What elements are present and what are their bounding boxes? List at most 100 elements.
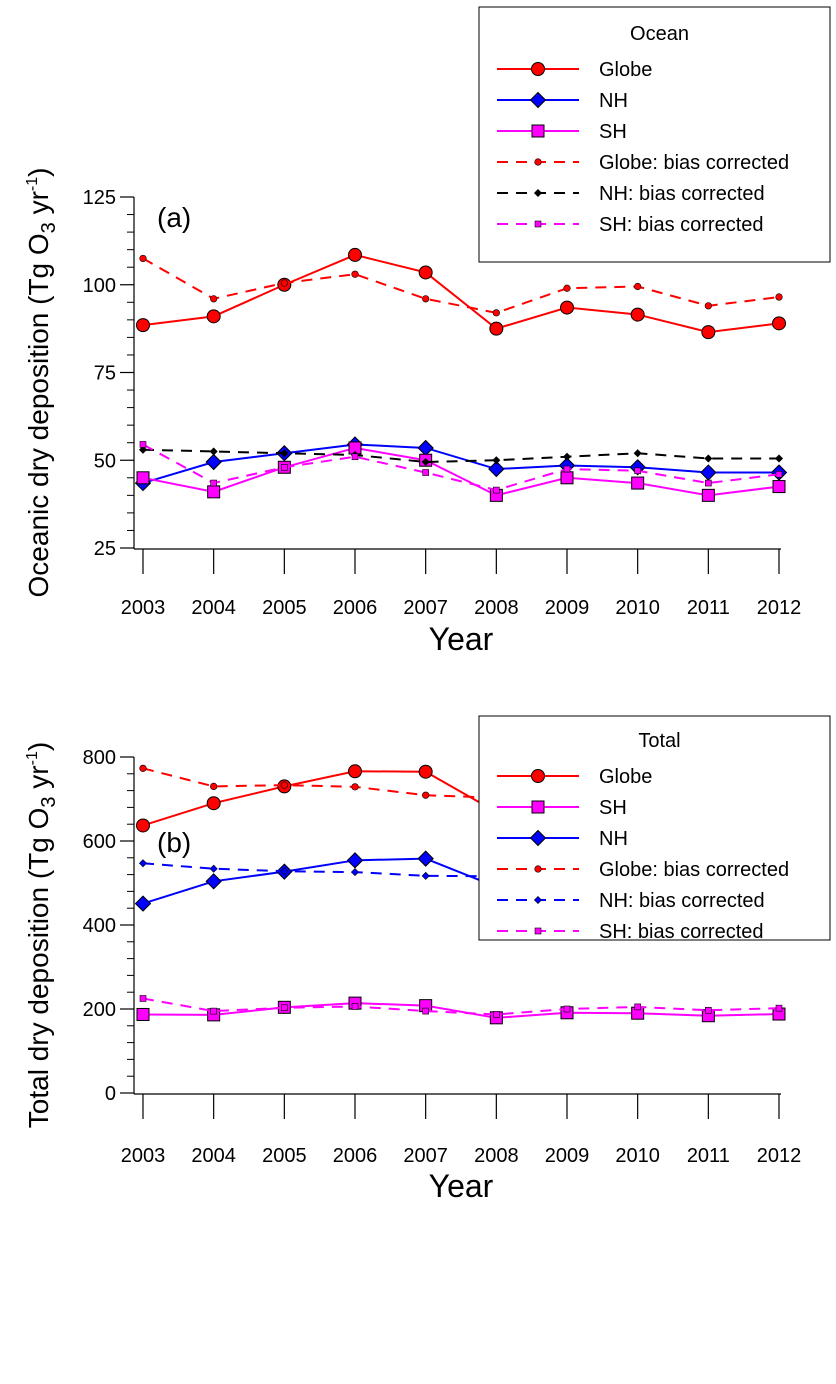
series-nh (134, 436, 788, 492)
legend-marker (531, 124, 545, 138)
legend-title: Ocean (630, 23, 689, 45)
x-tick-label: 2010 (615, 597, 660, 619)
y-tick-label: 600 (83, 831, 116, 853)
data-point (280, 449, 289, 458)
data-point (281, 1004, 288, 1012)
legend-entry: SH (599, 121, 627, 143)
x-tick-label: 2006 (333, 1145, 378, 1167)
x-tick-label: 2006 (333, 597, 378, 619)
panel-label: (a) (157, 202, 191, 233)
data-point (207, 485, 221, 499)
data-point (138, 859, 148, 868)
data-point (700, 464, 717, 481)
data-point (775, 293, 783, 301)
x-tick-label: 2004 (191, 597, 236, 619)
data-point (417, 850, 434, 867)
data-point (136, 471, 150, 485)
data-point (280, 781, 288, 789)
data-point (422, 469, 429, 476)
panel-b: 0 200 400 600 800 2003 2004 2005 2006 2007 2008 200… (23, 715, 831, 1204)
legend-entry: SH: bias corrected (599, 214, 764, 236)
data-point (701, 325, 716, 340)
series-globe-bias-corrected (139, 254, 783, 317)
y-tick-label: 400 (83, 915, 116, 937)
data-point (493, 1011, 500, 1018)
data-point (351, 1003, 359, 1010)
x-tick-label: 2011 (687, 1145, 730, 1167)
x-tick-label: 2007 (403, 1145, 448, 1167)
data-point (134, 895, 152, 912)
data-point (489, 321, 504, 336)
data-point (139, 764, 147, 772)
data-point (421, 457, 430, 467)
legend-marker (533, 188, 543, 198)
data-point (210, 295, 218, 303)
data-point (205, 453, 222, 471)
data-point (351, 453, 359, 461)
data-point (492, 456, 501, 465)
panel-label: (b) (157, 827, 191, 858)
data-point (139, 441, 147, 448)
x-tick-label: 2008 (474, 597, 519, 619)
data-point (704, 454, 713, 463)
legend-title: Total (638, 730, 680, 752)
data-point (417, 439, 434, 457)
legend-marker (534, 158, 542, 166)
legend: Total Globe SH NH Globe: bias corrected NH: b… (478, 715, 831, 943)
data-point (705, 479, 712, 487)
legend-entry: SH: bias corrected (599, 921, 764, 943)
legend-entry: Globe (599, 59, 652, 81)
data-point (493, 486, 500, 494)
y-axis-title-subscript: 3 (38, 222, 60, 233)
data-point (206, 309, 221, 324)
data-point (634, 467, 641, 475)
y-axis-title-end: ) (23, 742, 54, 751)
data-point (138, 445, 148, 454)
legend-entry: Globe: bias corrected (599, 152, 789, 174)
data-point (701, 488, 715, 502)
data-point (280, 867, 289, 876)
legend-marker (531, 62, 545, 76)
y-tick-label: 100 (83, 275, 116, 297)
data-point (422, 791, 430, 799)
legend-entry: NH (599, 90, 628, 112)
legend-marker (531, 800, 545, 814)
legend-entry: SH (599, 797, 627, 819)
data-point (351, 783, 359, 791)
data-point (139, 254, 147, 263)
x-tick-label: 2003 (121, 1145, 166, 1167)
x-tick-label: 2010 (615, 1145, 660, 1167)
data-point (351, 270, 359, 278)
legend-marker (534, 927, 542, 935)
series-line (142, 253, 780, 334)
legend-marker (529, 91, 547, 109)
data-point (281, 463, 288, 471)
data-point (560, 471, 574, 485)
x-axis-title: Year (429, 621, 494, 657)
data-point (139, 995, 147, 1002)
legend-marker (534, 865, 542, 873)
y-tick-label: 800 (83, 747, 116, 769)
legend: Ocean Globe NH SH Globe: bias corrected NH: b… (478, 6, 831, 263)
data-point (492, 309, 500, 317)
x-tick-label: 2005 (262, 1145, 307, 1167)
data-point (563, 1005, 571, 1013)
y-tick-label: 75 (94, 363, 116, 385)
series-nh-bias-corrected (138, 445, 784, 467)
series-sh-bias-corrected (139, 441, 783, 494)
data-point (705, 1006, 712, 1014)
y-tick-label: 50 (94, 450, 116, 472)
panel-a: 25 50 75 100 125 2003 2004 2005 2006 2007 2008 2009… (23, 6, 831, 657)
data-point (772, 480, 786, 494)
data-point (421, 871, 430, 880)
series-line (142, 1002, 780, 1019)
series-sh-bias-corrected (139, 995, 783, 1018)
data-point (633, 449, 642, 458)
data-point (422, 295, 430, 303)
x-tick-label: 2011 (687, 597, 730, 619)
data-point (772, 316, 786, 331)
series-line (142, 443, 780, 492)
x-tick-label: 2005 (262, 597, 307, 619)
data-point (704, 302, 712, 310)
